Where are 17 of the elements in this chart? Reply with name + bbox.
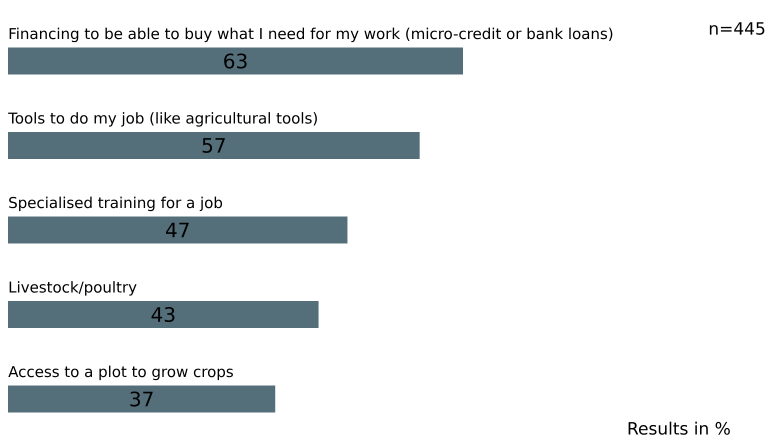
data-label: 47	[166, 222, 189, 238]
text: n=445	[710, 22, 764, 35]
y-tick-label: Specialised training for a job	[9, 196, 222, 212]
y-tick-label: Tools to do my job (like agricultural tools)	[8, 112, 317, 127]
data-label: 57	[202, 138, 225, 153]
bar	[8, 216, 348, 244]
data-label: 37	[130, 391, 153, 407]
data-label: 63	[224, 53, 247, 69]
text: Results in %	[628, 422, 730, 435]
bar	[8, 301, 319, 328]
data-label: 43	[152, 306, 174, 322]
y-tick-label: Livestock/poultry	[10, 281, 137, 296]
bar	[8, 48, 464, 75]
bar	[8, 386, 276, 413]
y-tick-label: Financing to be able to buy what I need for my work (micro-credit or bank loans)	[10, 28, 612, 42]
bar	[8, 132, 420, 160]
y-tick-label: Access to a plot to grow crops	[8, 366, 233, 380]
